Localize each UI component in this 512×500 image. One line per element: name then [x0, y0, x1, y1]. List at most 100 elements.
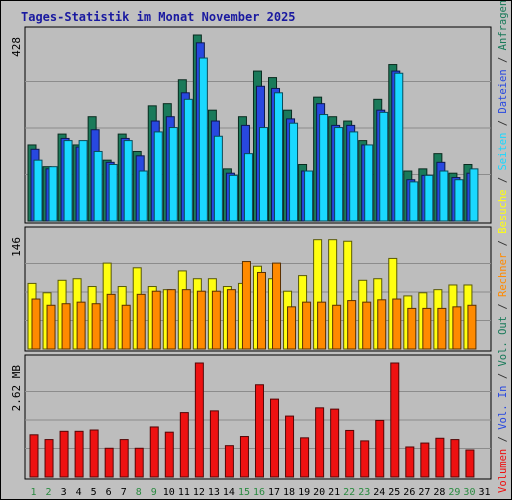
bar-seiten-day-11 — [183, 98, 193, 222]
right-legend-part: Vol. In — [497, 386, 509, 430]
bar-rechner-day-3 — [61, 303, 71, 350]
bar-volumen-day-11 — [179, 412, 189, 478]
bar-volumen-day-29 — [450, 439, 460, 478]
bar-rechner-day-22 — [347, 300, 357, 350]
bar-volumen-day-13 — [209, 410, 219, 478]
bar-rechner-day-4 — [76, 301, 86, 350]
bar-seiten-day-10 — [168, 127, 178, 222]
bar-volumen-day-30 — [465, 449, 475, 478]
bar-volumen-day-20 — [315, 407, 325, 478]
x-label-day-8: 8 — [136, 487, 142, 498]
x-label-day-1: 1 — [31, 487, 37, 498]
bar-volumen-day-2 — [44, 439, 54, 478]
bar-volumen-day-27 — [420, 442, 430, 478]
x-label-day-20: 20 — [313, 487, 325, 498]
bar-rechner-day-11 — [181, 289, 191, 350]
bar-volumen-day-14 — [224, 445, 234, 478]
bar-seiten-day-24 — [379, 111, 389, 222]
bar-volumen-day-28 — [435, 437, 445, 478]
x-label-day-27: 27 — [418, 487, 430, 498]
right-legend-part: Seiten — [497, 133, 509, 171]
bar-volumen-day-25 — [390, 362, 400, 478]
x-label-day-30: 30 — [463, 487, 475, 498]
bar-seiten-day-30 — [469, 168, 479, 222]
bar-rechner-day-26 — [407, 307, 417, 350]
y-max-label: 2.62 MB — [10, 365, 23, 412]
bar-volumen-day-18 — [285, 415, 295, 478]
x-label-day-21: 21 — [328, 487, 340, 498]
bar-rechner-day-14 — [226, 289, 236, 350]
bar-rechner-day-9 — [151, 290, 161, 350]
bar-seiten-day-22 — [349, 131, 359, 222]
bar-volumen-day-19 — [300, 437, 310, 478]
bar-volumen-day-8 — [134, 447, 144, 478]
bar-volumen-day-10 — [164, 431, 174, 478]
bar-seiten-day-6 — [108, 164, 118, 222]
bar-volumen-day-6 — [104, 447, 114, 478]
right-legend-part: / — [497, 367, 509, 386]
right-legend-part: Volumen — [497, 449, 509, 493]
bar-rechner-day-6 — [106, 293, 116, 350]
right-legend-part: / — [497, 50, 509, 69]
bar-seiten-day-21 — [334, 127, 344, 222]
bar-rechner-day-24 — [377, 299, 387, 350]
bar-volumen-day-22 — [345, 429, 355, 478]
bar-seiten-day-9 — [153, 131, 163, 222]
x-label-day-5: 5 — [91, 487, 97, 498]
x-label-day-4: 4 — [76, 487, 82, 498]
right-legend-part: / — [497, 171, 509, 190]
bar-volumen-day-3 — [59, 430, 69, 478]
bar-seiten-day-19 — [304, 170, 314, 222]
bar-seiten-day-23 — [364, 144, 374, 222]
x-label-day-25: 25 — [388, 487, 400, 498]
x-label-day-24: 24 — [373, 487, 385, 498]
bar-seiten-day-13 — [213, 135, 223, 222]
chart-title: Tages-Statistik im Monat November 2025 — [21, 10, 296, 24]
x-label-day-19: 19 — [298, 487, 310, 498]
bar-seiten-day-5 — [93, 150, 103, 222]
bar-rechner-day-17 — [272, 262, 282, 350]
bar-rechner-day-21 — [332, 304, 342, 350]
chart-panel-2: 146 — [10, 226, 492, 352]
bar-rechner-day-16 — [256, 271, 266, 350]
bar-seiten-day-7 — [123, 140, 133, 222]
bar-seiten-day-3 — [63, 140, 73, 222]
bar-seiten-day-20 — [319, 114, 329, 222]
bar-seiten-day-27 — [424, 174, 434, 222]
bar-rechner-day-10 — [166, 289, 176, 350]
bar-volumen-day-16 — [254, 384, 264, 478]
bar-rechner-day-7 — [121, 304, 131, 350]
right-legend-part: / — [497, 430, 509, 449]
right-legend-part: / — [497, 114, 509, 133]
bar-volumen-day-1 — [29, 434, 39, 478]
bar-volumen-day-23 — [360, 440, 370, 478]
bar-volumen-day-7 — [119, 439, 129, 478]
right-axis-legend: Volumen / Vol. In / Vol. Out / Rechner /… — [497, 1, 509, 493]
bar-rechner-day-13 — [211, 290, 221, 350]
x-label-day-13: 13 — [208, 487, 220, 498]
bar-seiten-day-16 — [258, 127, 268, 222]
right-legend-part: Dateien — [497, 69, 509, 113]
bar-seiten-day-12 — [198, 57, 208, 222]
x-label-day-22: 22 — [343, 487, 355, 498]
right-legend-part: Vol. Out — [497, 316, 509, 367]
y-max-label: 146 — [10, 237, 23, 257]
bar-rechner-day-20 — [317, 301, 327, 350]
bar-rechner-day-19 — [302, 301, 312, 350]
bar-volumen-day-12 — [194, 362, 204, 478]
bar-rechner-day-2 — [46, 304, 56, 350]
bar-rechner-day-12 — [196, 290, 206, 350]
bar-seiten-day-4 — [78, 140, 88, 222]
chart-panel-1: 428 — [10, 26, 492, 224]
bar-rechner-day-30 — [467, 304, 477, 350]
x-label-day-7: 7 — [121, 487, 127, 498]
bar-seiten-day-14 — [228, 174, 238, 222]
bar-volumen-day-26 — [405, 446, 415, 478]
bar-seiten-day-8 — [138, 170, 148, 222]
bar-seiten-day-1 — [33, 159, 43, 222]
bar-volumen-day-24 — [375, 419, 385, 478]
x-label-day-9: 9 — [151, 487, 157, 498]
bar-seiten-day-2 — [48, 166, 58, 222]
